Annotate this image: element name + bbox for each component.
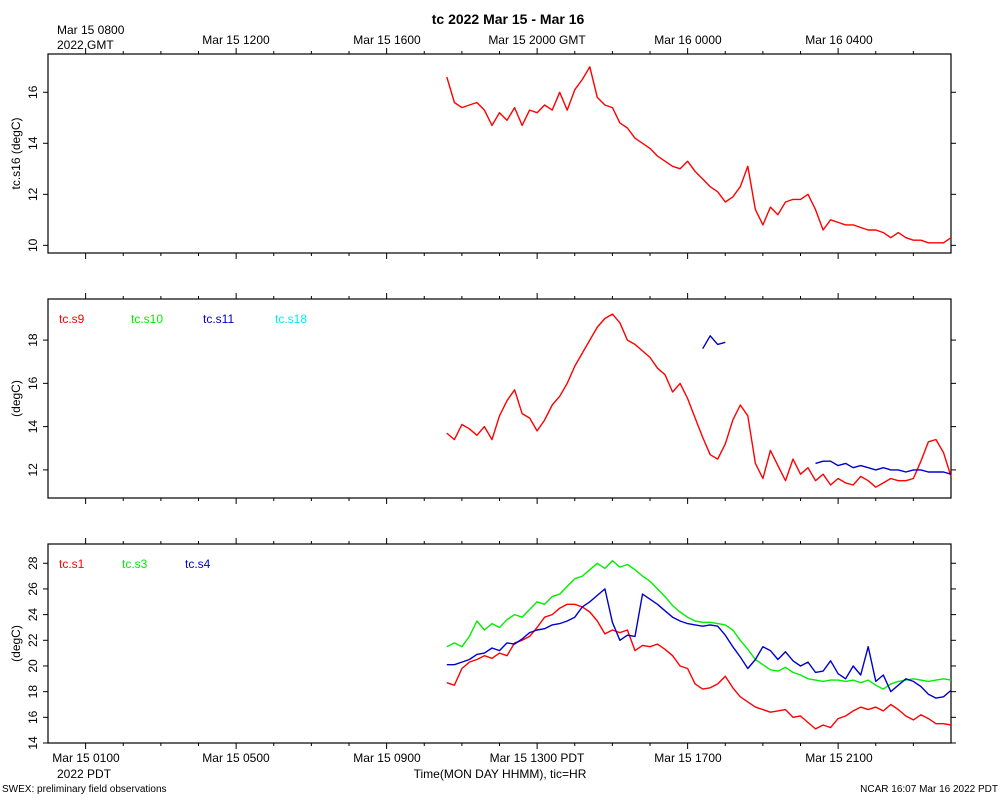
series-line-tc-s3 (446, 560, 952, 690)
legend-entry-tc-s3: tc.s3 (122, 557, 148, 571)
y-axis-label: (degC) (9, 380, 23, 417)
y-tick-label: 24 (26, 608, 40, 622)
y-tick-label: 26 (26, 582, 40, 596)
plot-frame (47, 53, 952, 254)
chart-title: tc 2022 Mar 15 - Mar 16 (432, 11, 585, 27)
y-tick-label: 14 (26, 136, 40, 150)
y-tick-label: 16 (26, 376, 40, 390)
top-axis-label: Mar 15 1600 (353, 33, 421, 47)
top-axis-first-label-line2: 2022 GMT (57, 38, 114, 52)
y-axis-label: (degC) (9, 625, 23, 662)
legend-entry-tc-s9: tc.s9 (59, 312, 85, 326)
chart-panel-3: 14 16 18 20 22 24 26 28 (degC) tc.s1 tc.s3 tc.s4 (9, 538, 956, 750)
y-tick-label: 12 (26, 187, 40, 201)
bottom-axis-label: Mar 15 2100 (805, 751, 873, 765)
y-tick-label: 20 (26, 659, 40, 673)
y-tick-label: 18 (26, 333, 40, 347)
series-line-tc-s1 (446, 603, 952, 730)
bottom-axis-label: Mar 15 1300 PDT (490, 751, 585, 765)
x-axis-title: Time(MON DAY HHMM), tic=HR (414, 767, 587, 781)
y-tick-label: 18 (26, 685, 40, 699)
top-axis-label: Mar 16 0400 (805, 33, 873, 47)
y-tick-label: 28 (26, 556, 40, 570)
legend-entry-tc-s4: tc.s4 (185, 557, 211, 571)
plot-frame (47, 298, 952, 499)
y-axis-label: tc.s16 (degC) (9, 117, 23, 189)
legend-entry-tc-s11: tc.s11 (203, 312, 234, 326)
y-tick-label: 12 (26, 463, 40, 477)
footer-left-note: SWEX: preliminary field observations (2, 784, 167, 795)
y-tick-label: 14 (26, 736, 40, 750)
bottom-axis-label: Mar 15 0500 (202, 751, 270, 765)
series-line-tc-s9 (446, 313, 952, 488)
top-axis-first-label: Mar 15 0800 (57, 23, 125, 37)
top-axis-label: Mar 16 0000 (654, 33, 722, 47)
bottom-axis-first-label-line2: 2022 PDT (57, 767, 112, 781)
footer-right-note: NCAR 16:07 Mar 16 2022 PDT (860, 784, 998, 795)
bottom-axis-label: Mar 15 0900 (353, 751, 421, 765)
y-tick-label: 10 (26, 238, 40, 252)
series-line-tc-s11 (702, 335, 952, 475)
legend-entry-tc-s18: tc.s18 (275, 312, 307, 326)
bottom-axis-label: Mar 15 0100 (52, 751, 120, 765)
series-line-tc-s16 (446, 66, 952, 244)
bottom-axis-label: Mar 15 1700 (654, 751, 722, 765)
y-tick-label: 16 (26, 710, 40, 724)
legend-entry-tc-s10: tc.s10 (131, 312, 163, 326)
top-axis-label: Mar 15 1200 (202, 33, 270, 47)
y-tick-label: 16 (26, 85, 40, 99)
y-tick-label: 14 (26, 420, 40, 434)
chart-panel-2: 12 14 16 18 (degC) tc.s9 tc.s10 tc.s11 tc.s18 (9, 293, 956, 504)
top-axis-label: Mar 15 2000 GMT (488, 33, 586, 47)
chart-panel-1: 10 12 14 16 tc.s16 (degC) (9, 48, 956, 259)
plot-frame (47, 543, 952, 744)
y-tick-label: 22 (26, 633, 40, 647)
legend-entry-tc-s1: tc.s1 (59, 557, 85, 571)
series-line-tc-s4 (446, 588, 952, 699)
